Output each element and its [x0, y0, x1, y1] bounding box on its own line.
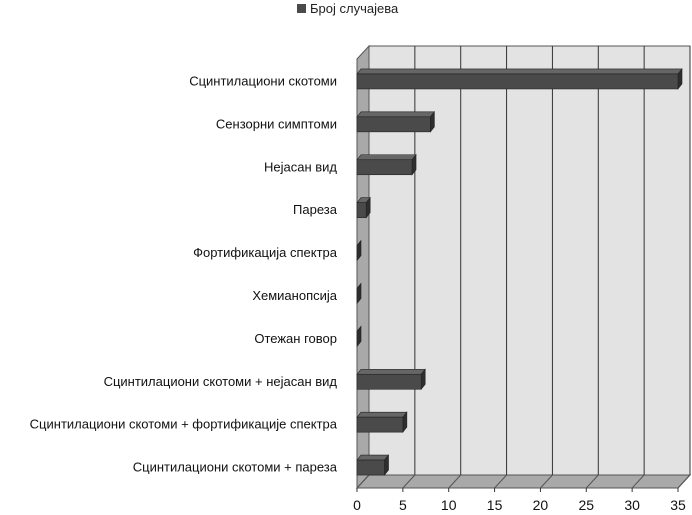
category-label: Отежан говор	[254, 331, 337, 346]
category-label: Сензорни симптоми	[216, 116, 337, 131]
bar	[356, 73, 679, 90]
category-label: Нејасан вид	[264, 159, 337, 174]
floor-gridline	[677, 474, 691, 489]
bar	[356, 459, 385, 476]
bar-top	[356, 368, 426, 375]
bar	[356, 159, 413, 176]
category-label: Сцинтилациони скотоми + пареза	[133, 460, 338, 475]
bar	[356, 116, 431, 133]
x-tick-label: 30	[624, 497, 640, 513]
x-tick-label: 10	[441, 497, 457, 513]
x-tick-label: 25	[578, 497, 594, 513]
bar	[356, 373, 422, 390]
bar-top	[356, 454, 390, 461]
x-tick-label: 5	[399, 497, 407, 513]
x-tick-label: 15	[487, 497, 503, 513]
floor-gridline	[494, 474, 507, 489]
floor-gridline	[356, 474, 370, 489]
bar-top	[356, 68, 683, 75]
floor-gridline	[631, 474, 645, 489]
category-label: Фортификација спектра	[193, 245, 338, 260]
back-wall	[368, 45, 691, 476]
bar-side	[356, 282, 362, 305]
bar-top	[356, 111, 435, 118]
category-label: Пареза	[293, 202, 338, 217]
floor-gridline	[585, 474, 599, 489]
x-tick-label: 20	[533, 497, 549, 513]
category-label: Сцинтилациони скотоми	[189, 73, 337, 88]
floor-gridline	[402, 474, 416, 489]
legend-swatch	[297, 3, 306, 13]
bar	[356, 202, 367, 218]
floor-gridline	[540, 474, 553, 489]
bar-top	[356, 411, 408, 418]
x-tick-label: 35	[670, 497, 686, 513]
category-label: Хемианопсија	[252, 288, 337, 303]
floor-gridline	[448, 474, 462, 489]
bar-side	[356, 325, 362, 348]
legend: Број случајева	[297, 0, 398, 16]
bar-top	[356, 154, 417, 161]
category-label: Сцинтилациони скотоми + фортификације сп…	[30, 417, 338, 432]
floor	[355, 474, 692, 489]
category-label: Сцинтилациони скотоми + нејасан вид	[104, 374, 338, 389]
bar	[356, 416, 404, 433]
bar-side	[356, 239, 362, 262]
x-tick-label: 0	[353, 497, 361, 513]
legend-label: Број случајева	[310, 0, 399, 16]
